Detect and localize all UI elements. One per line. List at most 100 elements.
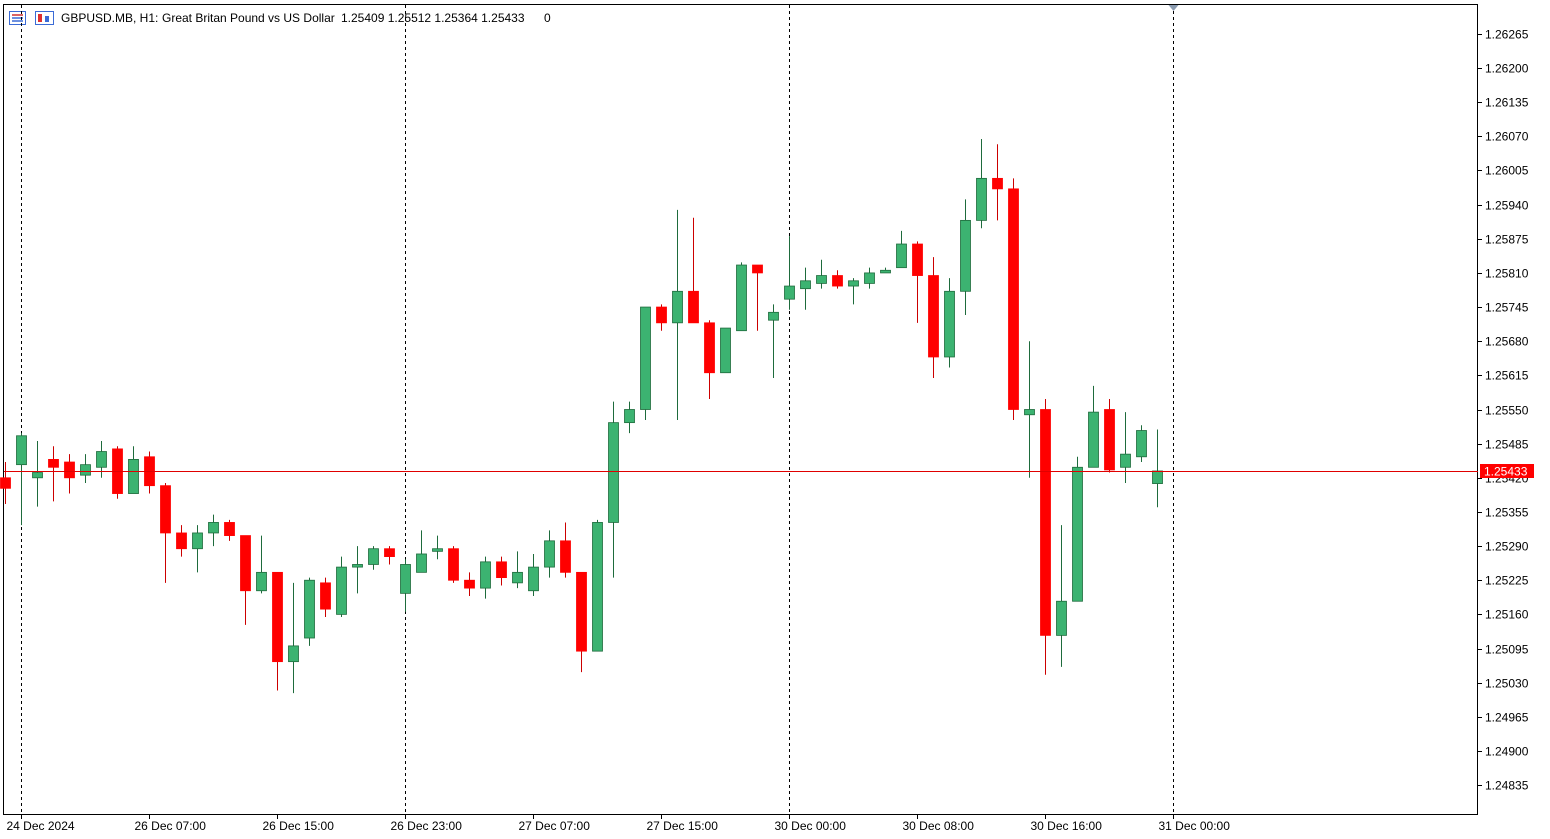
volume-value: 0 [544, 11, 551, 25]
candle[interactable] [1104, 398, 1115, 473]
candle[interactable] [640, 306, 651, 421]
chart-shift-marker[interactable] [1168, 5, 1179, 11]
candle[interactable] [464, 572, 475, 596]
candle[interactable] [80, 454, 91, 484]
candle[interactable] [64, 454, 75, 494]
candle[interactable] [352, 546, 363, 594]
candle[interactable] [16, 433, 27, 526]
candle[interactable] [496, 556, 507, 586]
candle[interactable] [1072, 456, 1083, 602]
candle[interactable] [688, 217, 699, 324]
candle[interactable] [960, 199, 971, 315]
price-tick-label: 1.25160 [1485, 608, 1529, 622]
candle[interactable] [240, 535, 251, 625]
current-price-tag-bg [1480, 464, 1534, 478]
candle[interactable] [736, 262, 747, 332]
current-price-tag: 1.25433 [1480, 464, 1534, 479]
candle[interactable] [432, 535, 443, 560]
price-tick-label: 1.25290 [1485, 540, 1529, 554]
price-axis[interactable]: 1.26265 1.26200 1.26135 1.26070 1.26005 1.259… [1478, 28, 1529, 793]
candle[interactable] [720, 327, 731, 374]
candle[interactable] [800, 267, 811, 310]
candle[interactable] [128, 446, 139, 494]
price-tick-label: 1.25225 [1485, 574, 1529, 588]
candle[interactable] [1136, 425, 1147, 463]
candle[interactable] [224, 519, 235, 541]
price-tick-label: 1.24965 [1485, 711, 1529, 725]
candle[interactable] [448, 546, 459, 583]
candle[interactable] [976, 138, 987, 229]
candle-body-bull [128, 459, 139, 494]
candle[interactable] [256, 535, 267, 594]
candle-body-bull [592, 522, 603, 652]
candle[interactable] [512, 551, 523, 589]
candle[interactable] [0, 462, 11, 505]
candle[interactable] [544, 530, 555, 578]
candle-body-bull [16, 435, 27, 466]
candle[interactable] [752, 264, 763, 331]
candle[interactable] [1008, 178, 1019, 421]
candle[interactable] [704, 320, 715, 399]
candle-body-bull [816, 275, 827, 284]
candle[interactable] [896, 230, 907, 269]
candle[interactable] [112, 446, 123, 499]
candle[interactable] [304, 577, 315, 646]
candle[interactable] [192, 525, 203, 573]
candle[interactable] [1088, 385, 1099, 468]
candle[interactable] [768, 304, 779, 378]
candle[interactable] [624, 401, 635, 434]
candle-body-bull [304, 579, 315, 639]
candle[interactable] [864, 267, 875, 289]
plot-area[interactable] [3, 4, 1478, 815]
candle[interactable] [672, 209, 683, 421]
candle[interactable] [48, 446, 59, 502]
window-menu-icon[interactable] [9, 11, 26, 25]
candle[interactable] [784, 236, 795, 310]
candle[interactable] [160, 483, 171, 583]
candle[interactable] [912, 241, 923, 323]
candle[interactable] [832, 270, 843, 289]
candle[interactable] [848, 278, 859, 305]
price-tick-label: 1.25680 [1485, 335, 1529, 349]
candle[interactable] [880, 267, 891, 274]
candle[interactable] [384, 546, 395, 565]
symbol-description: Great Britan Pound vs US Dollar [162, 11, 335, 25]
candle[interactable] [208, 514, 219, 547]
candle[interactable] [944, 278, 955, 368]
candle[interactable] [560, 522, 571, 578]
candle[interactable] [528, 553, 539, 596]
time-axis[interactable]: 24 Dec 2024 26 Dec 07:00 26 Dec 15:00 26 De… [7, 814, 1231, 833]
candle[interactable] [400, 559, 411, 612]
candle[interactable] [368, 546, 379, 570]
candle[interactable] [992, 144, 1003, 221]
candle-body-bear [1104, 409, 1115, 471]
candle[interactable] [320, 577, 331, 618]
candle[interactable] [928, 257, 939, 378]
candle-body-bull [1088, 411, 1099, 468]
candle[interactable] [1056, 525, 1067, 667]
candle[interactable] [416, 530, 427, 573]
candle[interactable] [608, 401, 619, 578]
candle[interactable] [480, 556, 491, 599]
time-tick-label: 27 Dec 07:00 [519, 819, 591, 833]
candle[interactable] [816, 259, 827, 289]
candle-body-bull [1152, 470, 1163, 484]
candle-body-bear [320, 582, 331, 610]
candle[interactable] [272, 571, 283, 691]
candle[interactable] [176, 525, 187, 557]
candle[interactable] [32, 441, 43, 507]
candle[interactable] [1024, 341, 1035, 478]
candle[interactable] [592, 519, 603, 652]
candle-body-bear [704, 322, 715, 374]
price-tick-label: 1.25810 [1485, 267, 1529, 281]
candle[interactable] [656, 304, 667, 331]
candle[interactable] [1040, 398, 1051, 675]
time-tick-label: 30 Dec 08:00 [903, 819, 975, 833]
candle[interactable] [336, 556, 347, 618]
candle[interactable] [1152, 429, 1163, 508]
chart-type-icon[interactable] [35, 11, 54, 25]
candle[interactable] [576, 571, 587, 673]
candle[interactable] [288, 582, 299, 694]
